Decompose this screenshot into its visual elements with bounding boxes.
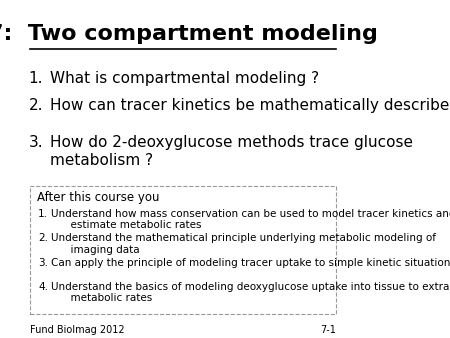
Text: How can tracer kinetics be mathematically described ?: How can tracer kinetics be mathematicall… <box>50 98 450 113</box>
Text: Can apply the principle of modeling tracer uptake to simple kinetic situations: Can apply the principle of modeling trac… <box>51 258 450 268</box>
Text: Fund BioImag 2012: Fund BioImag 2012 <box>30 324 125 335</box>
Text: How do 2-deoxyglucose methods trace glucose
metabolism ?: How do 2-deoxyglucose methods trace gluc… <box>50 135 413 168</box>
Text: 7-1: 7-1 <box>320 324 336 335</box>
Text: 3.: 3. <box>38 258 48 268</box>
Text: Understand the mathematical principle underlying metabolic modeling of
      ima: Understand the mathematical principle un… <box>51 233 436 255</box>
Text: 3.: 3. <box>29 135 43 150</box>
Text: After this course you: After this course you <box>37 191 159 204</box>
Text: 1.: 1. <box>38 209 48 219</box>
Text: Understand how mass conservation can be used to model tracer kinetics and
      : Understand how mass conservation can be … <box>51 209 450 231</box>
Text: 7:  Two compartment modeling: 7: Two compartment modeling <box>0 24 378 44</box>
Text: 2.: 2. <box>29 98 43 113</box>
Text: What is compartmental modeling ?: What is compartmental modeling ? <box>50 71 319 86</box>
FancyBboxPatch shape <box>30 186 336 314</box>
Text: 4.: 4. <box>38 282 48 292</box>
Text: Understand the basics of modeling deoxyglucose uptake into tissue to extract
   : Understand the basics of modeling deoxyg… <box>51 282 450 304</box>
Text: 1.: 1. <box>29 71 43 86</box>
Text: 2.: 2. <box>38 233 48 243</box>
